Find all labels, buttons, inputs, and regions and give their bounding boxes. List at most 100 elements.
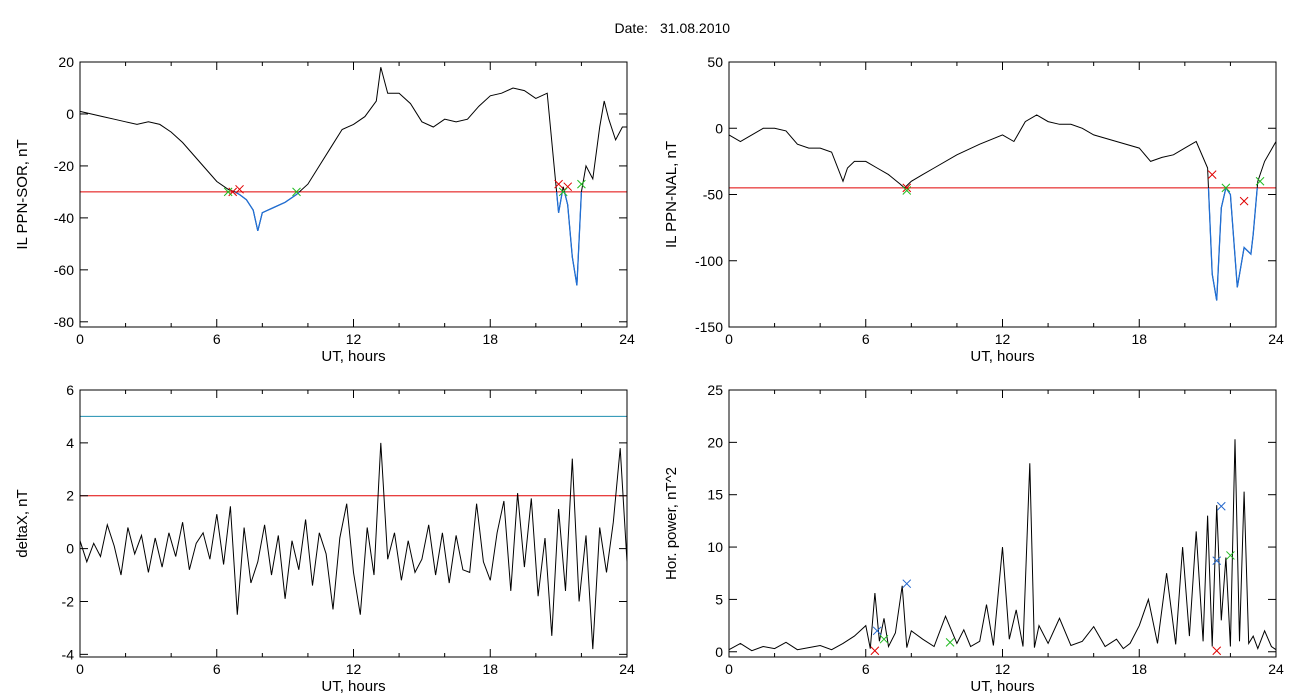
y-axis-label: Hor. power, nT^2 bbox=[663, 467, 680, 580]
chart-panel-deltax: 0 6 12 18 24 6 4 2 0 -2 -4 UT, hours deltaX, nT bbox=[14, 382, 635, 695]
chart-panel-power: 0 6 12 18 24 25 20 15 10 5 0 UT, hours Hor. power, n… bbox=[663, 382, 1284, 695]
cross-marker-green bbox=[945, 637, 955, 647]
x-tick-label: 12 bbox=[995, 661, 1011, 677]
x-tick-label: 12 bbox=[346, 331, 362, 347]
cross-marker-blue bbox=[1212, 556, 1222, 566]
y-tick-label: -60 bbox=[54, 262, 74, 278]
y-tick-label: 25 bbox=[707, 382, 723, 398]
x-tick-label: 24 bbox=[1268, 331, 1284, 347]
series-line bbox=[79, 67, 627, 286]
cross-marker-red bbox=[902, 183, 912, 193]
x-tick-label: 24 bbox=[619, 661, 635, 677]
x-tick-label: 6 bbox=[213, 331, 221, 347]
cross-marker-green bbox=[879, 634, 889, 644]
y-tick-label: 10 bbox=[707, 539, 723, 555]
figure-header: Date: 31.08.2010 bbox=[615, 20, 731, 36]
series-line bbox=[79, 442, 628, 650]
x-tick-label: 0 bbox=[725, 661, 733, 677]
plot-frame bbox=[728, 61, 1277, 328]
cross-marker-green bbox=[902, 186, 912, 195]
cross-stroke bbox=[902, 186, 912, 195]
cross-stroke bbox=[1212, 556, 1222, 566]
cross-marker-red bbox=[228, 187, 238, 197]
y-tick-label: 20 bbox=[707, 434, 723, 450]
cross-stroke bbox=[292, 187, 301, 197]
cross-stroke bbox=[577, 179, 586, 189]
cross-stroke bbox=[223, 187, 233, 197]
y-tick-label: 0 bbox=[66, 541, 74, 557]
y-tick-label: 20 bbox=[58, 54, 74, 70]
cross-stroke bbox=[870, 646, 880, 656]
cross-marker-red bbox=[870, 646, 880, 656]
chart-panel-nal: 0 6 12 18 24 50 0 -50 -100 -150 UT, hours IL PPN-NA… bbox=[663, 54, 1284, 365]
cross-marker-green bbox=[1226, 551, 1235, 560]
chart-panel-sor: 0 6 12 18 24 20 0 -20 -40 -60 -80 UT, hours IL PPN-S… bbox=[14, 54, 635, 365]
cross-stroke bbox=[1216, 501, 1226, 511]
y-tick-label: -40 bbox=[54, 210, 74, 226]
y-tick-label: -4 bbox=[62, 646, 75, 662]
x-tick-label: 0 bbox=[76, 661, 84, 677]
x-tick-label: 18 bbox=[1131, 331, 1147, 347]
plot-frame bbox=[79, 61, 628, 328]
x-tick-label: 12 bbox=[995, 331, 1011, 347]
series-dip-line bbox=[903, 187, 1258, 301]
cross-stroke bbox=[554, 179, 563, 189]
x-tick-label: 6 bbox=[862, 661, 870, 677]
cross-stroke bbox=[235, 184, 244, 194]
cross-stroke bbox=[1212, 646, 1222, 656]
x-tick-label: 18 bbox=[1131, 661, 1147, 677]
cross-marker-green bbox=[1221, 183, 1231, 193]
y-axis-label: IL PPN-SOR, nT bbox=[14, 139, 31, 249]
y-tick-label: 50 bbox=[707, 54, 723, 70]
x-axis-label: UT, hours bbox=[970, 678, 1034, 695]
series-line bbox=[728, 439, 1277, 652]
cross-marker-green bbox=[223, 187, 233, 197]
cross-stroke bbox=[879, 634, 889, 644]
y-tick-label: -80 bbox=[54, 314, 74, 330]
cross-stroke bbox=[902, 183, 912, 193]
y-tick-label: -20 bbox=[54, 158, 74, 174]
x-tick-label: 18 bbox=[482, 661, 498, 677]
x-tick-label: 24 bbox=[619, 331, 635, 347]
plot-frame bbox=[728, 389, 1277, 658]
cross-stroke bbox=[1239, 196, 1249, 206]
cross-marker-red bbox=[1212, 646, 1222, 656]
cross-marker-red bbox=[235, 184, 244, 194]
date-value: 31.08.2010 bbox=[660, 20, 730, 36]
x-tick-label: 12 bbox=[346, 661, 362, 677]
y-tick-label: -100 bbox=[695, 253, 723, 269]
cross-stroke bbox=[872, 626, 882, 636]
y-tick-label: -50 bbox=[703, 187, 723, 203]
y-tick-label: -150 bbox=[695, 319, 723, 335]
series-dip-line bbox=[233, 191, 583, 286]
cross-marker-blue bbox=[1216, 501, 1226, 511]
cross-stroke bbox=[902, 579, 912, 589]
cross-stroke bbox=[228, 187, 238, 197]
cross-stroke bbox=[1255, 176, 1265, 186]
x-tick-label: 24 bbox=[1268, 661, 1284, 677]
y-tick-label: 0 bbox=[715, 644, 723, 660]
y-tick-label: 4 bbox=[66, 435, 74, 451]
cross-marker-red bbox=[554, 179, 563, 189]
y-tick-label: 15 bbox=[707, 487, 723, 503]
cross-stroke bbox=[558, 187, 568, 197]
x-tick-label: 18 bbox=[482, 331, 498, 347]
cross-marker-red bbox=[1207, 170, 1217, 179]
y-tick-label: 0 bbox=[66, 106, 74, 122]
cross-marker-blue bbox=[902, 579, 912, 589]
x-axis-label: UT, hours bbox=[970, 348, 1034, 365]
cross-stroke bbox=[1221, 183, 1231, 193]
x-tick-label: 0 bbox=[725, 331, 733, 347]
x-tick-label: 0 bbox=[76, 331, 84, 347]
cross-marker-green bbox=[558, 187, 568, 197]
cross-stroke bbox=[1226, 551, 1235, 560]
y-axis-label: deltaX, nT bbox=[14, 489, 31, 557]
cross-marker-green bbox=[292, 187, 301, 197]
cross-marker-green bbox=[1255, 176, 1265, 186]
cross-marker-red bbox=[1239, 196, 1249, 206]
y-tick-label: 6 bbox=[66, 382, 74, 398]
y-tick-label: 0 bbox=[715, 120, 723, 136]
cross-stroke bbox=[945, 637, 955, 647]
cross-marker-blue bbox=[872, 626, 882, 636]
